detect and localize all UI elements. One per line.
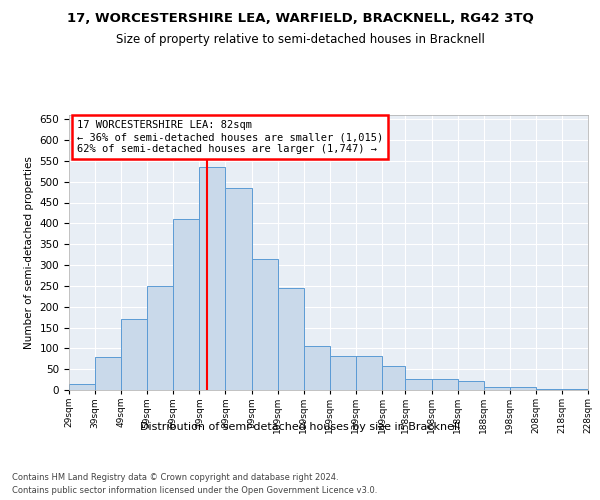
Bar bbox=[510, 386, 536, 390]
Text: Distribution of semi-detached houses by size in Bracknell: Distribution of semi-detached houses by … bbox=[140, 422, 460, 432]
Bar bbox=[251, 259, 278, 390]
Text: 17 WORCESTERSHIRE LEA: 82sqm
← 36% of semi-detached houses are smaller (1,015)
6: 17 WORCESTERSHIRE LEA: 82sqm ← 36% of se… bbox=[77, 120, 383, 154]
Text: 17, WORCESTERSHIRE LEA, WARFIELD, BRACKNELL, RG42 3TQ: 17, WORCESTERSHIRE LEA, WARFIELD, BRACKN… bbox=[67, 12, 533, 26]
Bar bbox=[199, 167, 226, 390]
Bar bbox=[121, 319, 147, 390]
Bar bbox=[304, 346, 330, 390]
Bar bbox=[278, 288, 304, 390]
Bar bbox=[484, 386, 510, 390]
Bar bbox=[147, 286, 173, 390]
Text: Size of property relative to semi-detached houses in Bracknell: Size of property relative to semi-detach… bbox=[116, 32, 484, 46]
Bar bbox=[226, 188, 251, 390]
Y-axis label: Number of semi-detached properties: Number of semi-detached properties bbox=[24, 156, 34, 349]
Bar bbox=[356, 356, 382, 390]
Bar bbox=[458, 381, 484, 390]
Text: Contains HM Land Registry data © Crown copyright and database right 2024.: Contains HM Land Registry data © Crown c… bbox=[12, 472, 338, 482]
Bar bbox=[95, 356, 121, 390]
Bar bbox=[406, 379, 431, 390]
Bar bbox=[431, 379, 458, 390]
Text: Contains public sector information licensed under the Open Government Licence v3: Contains public sector information licen… bbox=[12, 486, 377, 495]
Bar bbox=[562, 389, 588, 390]
Bar bbox=[382, 366, 406, 390]
Bar bbox=[536, 389, 562, 390]
Bar bbox=[330, 356, 356, 390]
Bar bbox=[173, 219, 199, 390]
Bar bbox=[69, 384, 95, 390]
